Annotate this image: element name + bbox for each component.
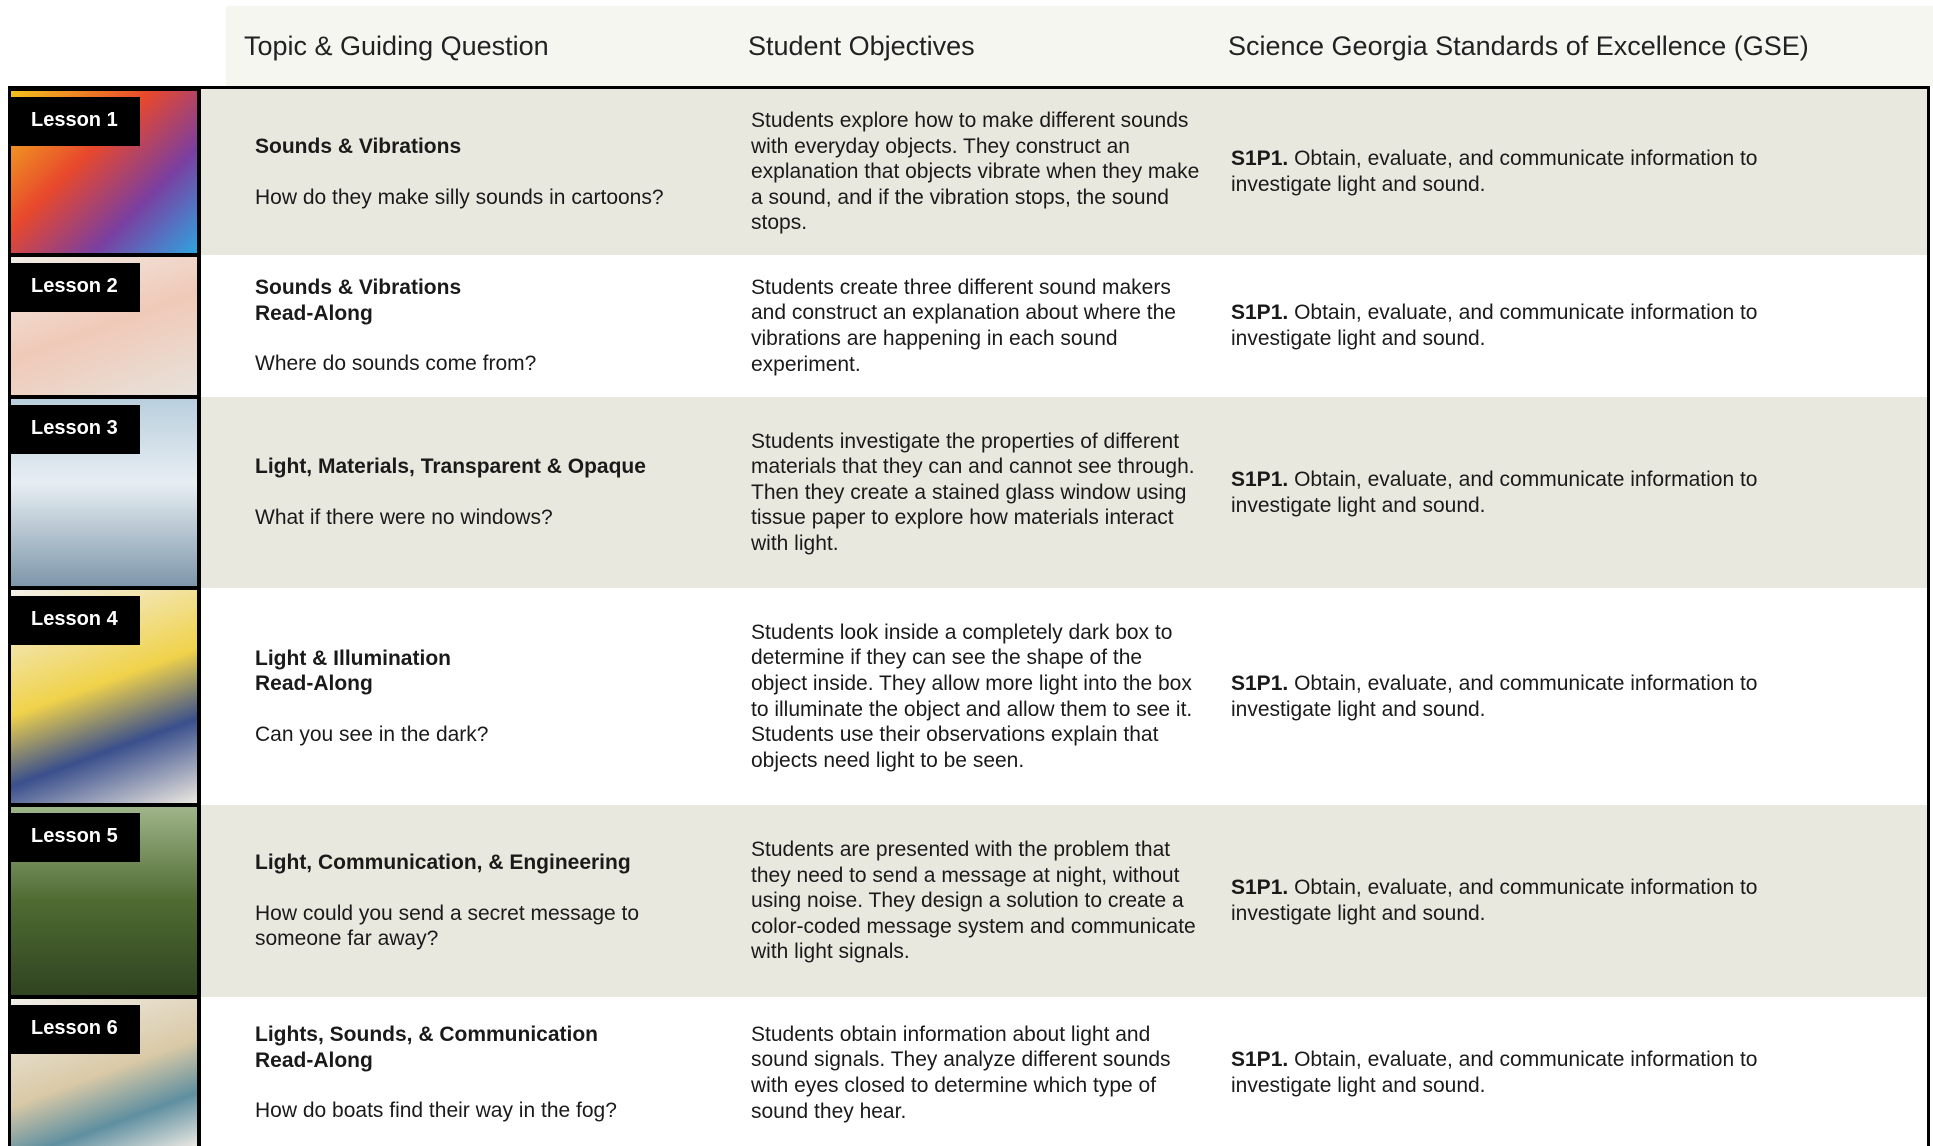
standard-text: Obtain, evaluate, and communicate inform… <box>1231 147 1758 196</box>
lesson-label: Lesson 4 <box>11 596 140 645</box>
standard-code: S1P1. <box>1231 876 1289 900</box>
lesson-table: Lesson 1 Sounds & Vibrations How do they m… <box>8 86 1930 1146</box>
guiding-question: How do boats find their way in the fog? <box>255 1099 617 1123</box>
row-body: Sounds & Vibrations How do they make sill… <box>201 89 1927 255</box>
standard-text: Obtain, evaluate, and communicate inform… <box>1231 671 1758 721</box>
objectives-cell: Students look inside a completely dark b… <box>751 620 1193 772</box>
row-body: Light, Communication, & Engineering How c… <box>201 805 1927 997</box>
topic-cell: Light & Illumination Read-Along Can you se… <box>255 588 725 805</box>
column-header: Science Georgia Standards of Excellence … <box>1228 31 1809 61</box>
guiding-question: How could you send a secret message to s… <box>255 901 640 951</box>
standard-code: S1P1. <box>1231 1048 1289 1072</box>
standard: S1P1. Obtain, evaluate, and communicate … <box>1231 300 1851 351</box>
standard-code: S1P1. <box>1231 671 1289 695</box>
objectives-cell: Students explore how to make different s… <box>751 109 1200 235</box>
standard-cell: S1P1. Obtain, evaluate, and communicate … <box>1231 89 1851 255</box>
objectives-cell: Students create three different sound ma… <box>751 275 1176 376</box>
table-header: Topic & Guiding Question Student Objecti… <box>226 6 1933 86</box>
topic-cell: Light, Communication, & Engineering How c… <box>255 805 725 997</box>
standard-text: Obtain, evaluate, and communicate inform… <box>1231 301 1758 350</box>
guiding-question: What if there were no windows? <box>255 506 553 529</box>
lesson-label: Lesson 6 <box>11 1005 140 1054</box>
standard-code: S1P1. <box>1231 147 1289 171</box>
row-body: Lights, Sounds, & Communication Read-Alon… <box>201 997 1927 1146</box>
standard: S1P1. Obtain, evaluate, and communicate … <box>1231 875 1851 926</box>
lesson-row: Lesson 4 Light & Illumination Read-Along Ca… <box>11 588 1927 805</box>
topic-title: Light & Illumination <box>255 646 451 670</box>
topic-cell: Sounds & Vibrations How do they make sill… <box>255 89 725 255</box>
topic-title: Read-Along <box>255 301 373 325</box>
lesson-row: Lesson 5 Light, Communication, & Engineer… <box>11 805 1927 997</box>
standard-text: Obtain, evaluate, and communicate inform… <box>1231 1048 1758 1097</box>
standard-text: Obtain, evaluate, and communicate inform… <box>1231 467 1758 517</box>
lesson-row: Lesson 2 Sounds & Vibrations Read-Along Whe… <box>11 255 1927 397</box>
topic-cell: Light, Materials, Transparent & Opaque Wh… <box>255 397 725 588</box>
lesson-label: Lesson 2 <box>11 263 140 312</box>
lesson-row: Lesson 6 Lights, Sounds, & Communication R… <box>11 997 1927 1146</box>
guiding-question: How do they make silly sounds in cartoon… <box>255 185 664 209</box>
lesson-row: Lesson 1 Sounds & Vibrations How do they m… <box>11 89 1927 255</box>
standard-cell: S1P1. Obtain, evaluate, and communicate … <box>1231 588 1851 805</box>
row-body: Light & Illumination Read-Along Can you se… <box>201 588 1927 805</box>
standard: S1P1. Obtain, evaluate, and communicate … <box>1231 146 1851 197</box>
topic-cell: Sounds & Vibrations Read-Along Where do so… <box>255 255 725 397</box>
lesson-row: Lesson 3 Light, Materials, Transparent & … <box>11 397 1927 588</box>
topic-title: Read-Along <box>255 672 373 696</box>
topic-title: Light, Communication, & Engineering <box>255 851 631 875</box>
objectives-cell: Students investigate the properties of d… <box>751 429 1195 555</box>
standard: S1P1. Obtain, evaluate, and communicate … <box>1231 1047 1851 1098</box>
column-header: Topic & Guiding Question <box>244 31 549 61</box>
standard: S1P1. Obtain, evaluate, and communicate … <box>1231 467 1851 518</box>
topic-title: Lights, Sounds, & Communication <box>255 1023 598 1047</box>
objectives-cell: Students obtain information about light … <box>751 1022 1171 1123</box>
standard-cell: S1P1. Obtain, evaluate, and communicate … <box>1231 397 1851 588</box>
topic-title: Sounds & Vibrations <box>255 276 462 300</box>
row-body: Sounds & Vibrations Read-Along Where do so… <box>201 255 1927 397</box>
standard-code: S1P1. <box>1231 301 1289 325</box>
standard: S1P1. Obtain, evaluate, and communicate … <box>1231 671 1851 722</box>
topic-cell: Lights, Sounds, & Communication Read-Alon… <box>255 997 725 1146</box>
topic-title: Light, Materials, Transparent & Opaque <box>255 455 646 479</box>
lesson-label: Lesson 3 <box>11 405 140 454</box>
standard-text: Obtain, evaluate, and communicate inform… <box>1231 876 1758 925</box>
standard-cell: S1P1. Obtain, evaluate, and communicate … <box>1231 997 1851 1146</box>
standard-cell: S1P1. Obtain, evaluate, and communicate … <box>1231 805 1851 997</box>
objectives-cell: Students are presented with the problem … <box>751 838 1196 964</box>
guiding-question: Can you see in the dark? <box>255 722 489 746</box>
lesson-label: Lesson 5 <box>11 813 140 862</box>
row-body: Light, Materials, Transparent & Opaque Wh… <box>201 397 1927 588</box>
lesson-label: Lesson 1 <box>11 97 140 146</box>
column-header: Student Objectives <box>748 31 975 61</box>
topic-title: Sounds & Vibrations <box>255 134 462 158</box>
standard-cell: S1P1. Obtain, evaluate, and communicate … <box>1231 255 1851 397</box>
standard-code: S1P1. <box>1231 467 1289 491</box>
topic-title: Read-Along <box>255 1048 373 1072</box>
guiding-question: Where do sounds come from? <box>255 352 537 376</box>
